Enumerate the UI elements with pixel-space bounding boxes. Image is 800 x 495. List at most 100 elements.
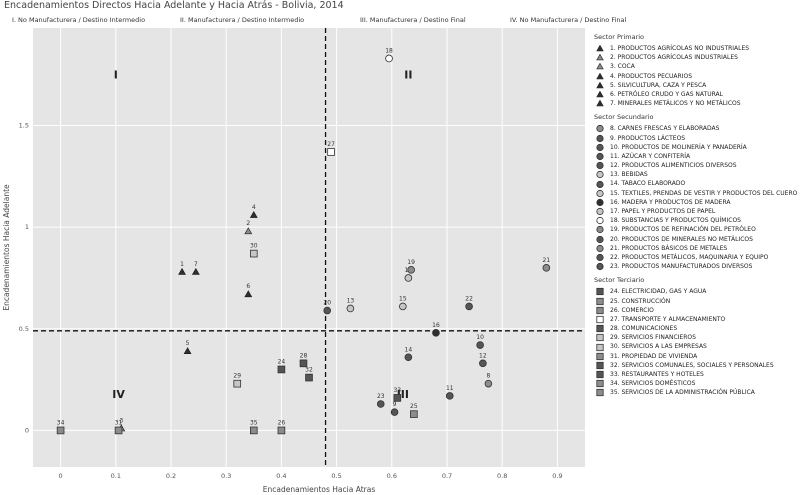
data-point-9 xyxy=(390,408,399,416)
data-point-28 xyxy=(299,359,308,368)
legend-item-2: 2. PRODUCTOS AGRÍCOLAS INDUSTRIALES xyxy=(594,53,800,62)
legend-marker-1 xyxy=(596,44,604,52)
legend: Sector Primario 1. PRODUCTOS AGRÍCOLAS NO… xyxy=(594,32,800,402)
legend-label-9: 9. PRODUCTOS LÁCTEOS xyxy=(610,134,686,142)
data-point-34 xyxy=(56,426,65,435)
legend-item-18: 18. SUBSTANCIAS Y PRODUCTOS QUÍMICOS xyxy=(594,216,800,225)
legend-marker-icon xyxy=(596,217,604,225)
quadrant-header-4: IV. No Manufacturera / Destino Final xyxy=(510,16,627,24)
legend-item-30: 30. SERVICIOS A LAS EMPRESAS xyxy=(594,342,800,351)
legend-marker-icon xyxy=(596,72,604,79)
legend-label-16: 16. MADERA Y PRODUCTOS DE MADERA xyxy=(610,198,731,206)
legend-item-12: 12. PRODUCTOS ALIMENTICIOS DIVERSOS xyxy=(594,161,800,170)
data-point-32 xyxy=(305,373,313,382)
data-point-16 xyxy=(432,329,440,337)
legend-marker-icon xyxy=(596,226,604,234)
point-label-28: 28 xyxy=(300,352,308,359)
legend-item-10: 10. PRODUCTOS DE MOLINERÍA Y PANADERÍA xyxy=(594,143,800,152)
legend-group-title: Sector Terciario xyxy=(594,276,645,285)
legend-marker-icon xyxy=(596,325,604,333)
legend-marker-31 xyxy=(596,352,604,360)
legend-marker-icon xyxy=(596,334,604,342)
legend-marker-10 xyxy=(596,143,604,151)
point-label-6: 6 xyxy=(246,283,250,290)
legend-item-34: 34. SERVICIOS DOMÉSTICOS xyxy=(594,379,800,388)
legend-label-29: 29. SERVICIOS FINANCIEROS xyxy=(610,334,696,342)
legend-item-23: 23. PRODUCTOS MANUFACTURADOS DIVERSOS xyxy=(594,262,800,271)
point-label-30: 30 xyxy=(250,243,258,250)
legend-marker-icon xyxy=(596,125,604,133)
data-point-11 xyxy=(445,392,454,400)
legend-marker-icon xyxy=(596,361,604,370)
legend-item-7: 7. MINERALES METÁLICOS Y NO METÁLICOS xyxy=(594,99,800,108)
legend-marker-4 xyxy=(596,72,604,79)
legend-item-8: 8. CARNES FRESCAS Y ELABORADAS xyxy=(594,124,800,133)
legend-label-33: 33. RESTAURANTES Y HOTELES xyxy=(610,371,704,378)
y-tick-label: 1.5 xyxy=(19,122,29,130)
legend-label-23: 23. PRODUCTOS MANUFACTURADOS DIVERSOS xyxy=(610,263,753,271)
legend-item-4: 4. PRODUCTOS PECUARIOS xyxy=(594,72,800,81)
data-point-35 xyxy=(249,426,258,435)
data-point-26 xyxy=(277,426,286,435)
point-label-16: 16 xyxy=(432,322,440,329)
legend-marker-12 xyxy=(596,162,604,170)
legend-marker-18 xyxy=(596,217,604,225)
data-point-21 xyxy=(542,264,551,272)
legend-marker-icon xyxy=(596,180,604,188)
data-point-20 xyxy=(323,306,332,315)
legend-marker-14 xyxy=(596,180,604,188)
legend-marker-icon xyxy=(596,235,604,243)
x-tick-label: 0.3 xyxy=(221,472,231,480)
legend-marker-34 xyxy=(596,380,604,388)
legend-label-35: 35. SERVICIOS DE LA ADMINISTRACIÓN PÚBLI… xyxy=(610,389,755,397)
legend-item-19: 19. PRODUCTOS DE REFINACIÓN DEL PETRÓLEO xyxy=(594,225,800,234)
legend-marker-icon xyxy=(596,380,604,388)
legend-label-31: 31. PROPIEDAD DE VIVIENDA xyxy=(610,352,698,360)
legend-item-27: 27. TRANSPORTE Y ALMACENAMIENTO xyxy=(594,315,800,324)
data-point-7 xyxy=(191,267,200,275)
legend-marker-20 xyxy=(596,235,604,243)
point-label-27: 27 xyxy=(327,141,335,148)
point-label-24: 24 xyxy=(278,358,286,365)
data-point-27 xyxy=(327,148,335,156)
legend-label-18: 18. SUBSTANCIAS Y PRODUCTOS QUÍMICOS xyxy=(610,217,741,225)
point-label-12: 12 xyxy=(479,352,487,359)
data-point-13 xyxy=(346,304,355,313)
data-point-29 xyxy=(233,379,242,388)
legend-marker-19 xyxy=(596,226,604,234)
chart-title: Encadenamientos Directos Hacia Adelante … xyxy=(4,0,344,11)
legend-item-29: 29. SERVICIOS FINANCIEROS xyxy=(594,333,800,342)
legend-item-13: 13. BEBIDAS xyxy=(594,170,800,179)
point-label-15: 15 xyxy=(399,295,407,302)
legend-marker-icon xyxy=(596,343,604,351)
legend-marker-icon xyxy=(596,162,604,170)
legend-label-20: 20. PRODUCTOS DE MINERALES NO METÁLICOS xyxy=(610,235,753,243)
legend-marker-icon xyxy=(596,263,604,271)
legend-marker-icon xyxy=(596,207,604,216)
x-tick-label: 0.1 xyxy=(111,472,121,480)
point-label-2: 2 xyxy=(246,220,250,227)
point-label-21: 21 xyxy=(543,257,551,264)
point-label-4: 4 xyxy=(252,204,256,211)
legend-marker-15 xyxy=(596,189,604,197)
legend-label-21: 21. PRODUCTOS BÁSICOS DE METALES xyxy=(610,244,728,252)
legend-marker-icon xyxy=(596,171,604,179)
legend-label-24: 24. ELECTRICIDAD, GAS Y AGUA xyxy=(610,288,707,296)
data-point-2 xyxy=(244,227,253,235)
legend-group-title: Sector Primario xyxy=(594,33,645,41)
data-point-12 xyxy=(479,359,487,368)
legend-item-31: 31. PROPIEDAD DE VIVIENDA xyxy=(594,352,800,361)
y-axis-title: Encadenamientos Hacia Adelante xyxy=(2,184,11,311)
x-tick-label: 0 xyxy=(59,472,63,480)
data-point-6 xyxy=(244,290,253,298)
point-label-18: 18 xyxy=(385,47,393,54)
legend-marker-8 xyxy=(596,125,604,133)
data-point-15 xyxy=(399,302,407,311)
legend-label-1: 1. PRODUCTOS AGRÍCOLAS NO INDUSTRIALES xyxy=(610,45,750,52)
legend-label-12: 12. PRODUCTOS ALIMENTICIOS DIVERSOS xyxy=(610,162,737,170)
legend-item-22: 22. PRODUCTOS METÁLICOS, MAQUINARIA Y EQ… xyxy=(594,253,800,262)
point-label-34: 34 xyxy=(57,419,65,426)
x-tick-label: 0.6 xyxy=(387,472,397,480)
legend-label-5: 5. SILVICULTURA, CAZA Y PESCA xyxy=(610,81,707,89)
legend-label-32: 32. SERVICIOS COMUNALES, SOCIALES Y PERS… xyxy=(610,361,774,369)
